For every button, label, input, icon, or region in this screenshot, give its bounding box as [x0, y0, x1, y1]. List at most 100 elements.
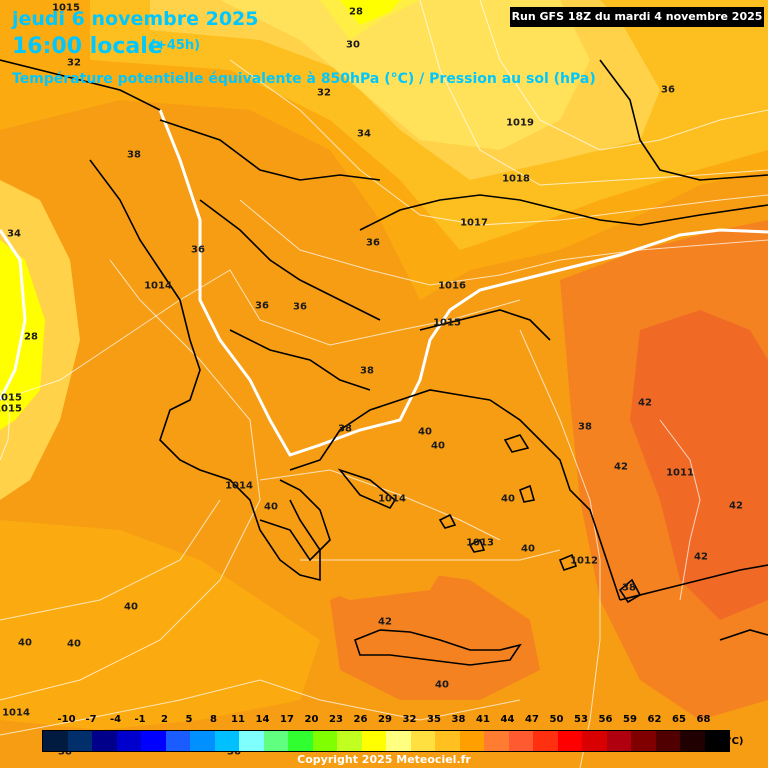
scale-tick-label: 2 [161, 714, 168, 725]
isobar-1012 [519, 329, 601, 768]
scale-swatch [631, 731, 656, 751]
temp-label: 28 [24, 331, 38, 343]
temp-label: 36 [293, 301, 307, 313]
temp-label: 40 [521, 543, 535, 555]
isobar-1014b [259, 469, 501, 541]
pressure-label: 1015 [0, 392, 22, 404]
scale-tick-label: 56 [598, 714, 613, 725]
temp-label: 32 [67, 57, 81, 69]
field-zone-sw-38 [0, 520, 320, 730]
isobar-1017 [229, 59, 768, 226]
isobar-1015 [0, 269, 521, 401]
isobar-thick-west [158, 109, 768, 457]
scale-tick-label: -10 [57, 714, 76, 725]
scale-swatch [43, 731, 68, 751]
forecast-lead: (+45h) [150, 38, 201, 53]
scale-tick-label: 20 [304, 714, 319, 725]
temp-label: 40 [264, 501, 278, 513]
field-zone-32 [220, 0, 590, 150]
scale-tick-label: 38 [451, 714, 466, 725]
scale-swatch [67, 731, 92, 751]
temp-label: 40 [501, 493, 515, 505]
coast-north-border [0, 59, 161, 111]
scale-tick-label: 62 [647, 714, 662, 725]
scale-tick-label: -7 [85, 714, 97, 725]
scale-tick-label: -1 [134, 714, 146, 725]
scale-tick-label: 23 [329, 714, 343, 725]
temp-label: 38 [127, 149, 141, 161]
isobar-1014 [0, 259, 261, 701]
isobars-thick [0, 109, 768, 457]
coast-greece-west [199, 469, 321, 582]
coast-rhodes [618, 578, 642, 604]
pressure-label: 1019 [506, 117, 534, 129]
scale-tick-label: 5 [185, 714, 193, 725]
scale-tick-label: -4 [109, 714, 122, 725]
temp-label: 28 [349, 6, 363, 18]
scale-swatch [190, 731, 215, 751]
isobar-west [0, 389, 11, 461]
coast-peloponnese [259, 479, 331, 562]
field-zone-central-40 [210, 380, 460, 600]
scale-tick-label: 68 [696, 714, 711, 725]
map-title: Température potentielle équivalente à 85… [12, 71, 596, 87]
scale-swatch [263, 731, 288, 751]
temp-label: 38 [360, 365, 374, 377]
scale-tick-label: 29 [378, 714, 392, 725]
scale-swatch [337, 731, 362, 751]
scale-swatch [312, 731, 337, 751]
scale-swatch [214, 731, 239, 751]
scale-swatch [141, 731, 166, 751]
temp-label: 40 [18, 637, 32, 649]
scale-swatch [459, 731, 484, 751]
field-zone-crete-42 [330, 570, 540, 700]
scale-swatch [655, 731, 680, 751]
coast-chios [519, 484, 536, 503]
coast-turkey-west [489, 399, 621, 601]
scale-tick-label: 47 [525, 714, 539, 725]
coast-crete [354, 629, 522, 666]
scale-swatch [386, 731, 411, 751]
pressure-label: 1015 [52, 2, 80, 14]
isobar-1018 [419, 0, 768, 186]
border-2 [199, 199, 381, 321]
temp-label: 42 [694, 551, 708, 563]
coast-black-sea [359, 194, 768, 231]
scale-swatch [484, 731, 509, 751]
scale-swatch [410, 731, 435, 751]
scale-swatch [239, 731, 264, 751]
pressure-label: 1014 [2, 707, 30, 719]
temp-label: 30 [346, 39, 360, 51]
temp-label: 36 [227, 746, 241, 758]
temp-label: 38 [338, 423, 352, 435]
temp-label: 40 [67, 638, 81, 650]
temp-label: 36 [661, 84, 675, 96]
temp-label: 42 [614, 461, 628, 473]
field-zone-east-44 [630, 310, 768, 620]
scale-tick-label: 44 [500, 714, 515, 725]
isobar-1019 [479, 0, 768, 151]
copyright: Copyright 2025 Meteociel.fr [297, 753, 471, 766]
temp-contour-1 [0, 499, 221, 621]
scale-tick-label: 32 [402, 714, 417, 725]
temp-label: 40 [124, 601, 138, 613]
coast-marmara [419, 309, 551, 341]
coast-aegean-north [289, 389, 491, 471]
temp-label: 42 [729, 500, 743, 512]
pressure-label: 1014 [378, 493, 406, 505]
scale-tick-label: 14 [255, 714, 270, 725]
isobar-1013 [300, 549, 561, 561]
coast-cyclades-1 [438, 513, 457, 529]
scale-swatch [435, 731, 460, 751]
scale-swatch [116, 731, 141, 751]
scale-tick-label: 53 [574, 714, 588, 725]
isobar-thick-far-west [0, 229, 27, 401]
scale-swatch [361, 731, 386, 751]
pressure-label: 1018 [502, 173, 530, 185]
pressure-label: 1014 [225, 480, 253, 492]
scale-swatch [557, 731, 582, 751]
temp-label: 40 [431, 440, 445, 452]
